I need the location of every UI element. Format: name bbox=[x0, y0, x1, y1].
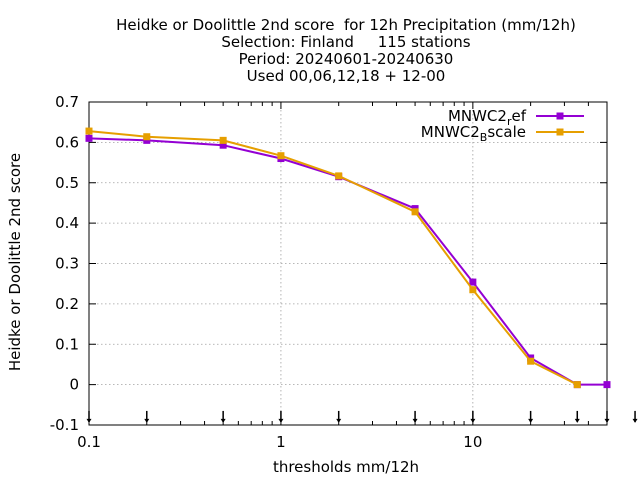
data-point bbox=[143, 133, 151, 141]
series-line bbox=[88, 130, 578, 386]
data-point bbox=[143, 136, 151, 144]
threshold-marker bbox=[632, 410, 638, 423]
threshold-markers bbox=[86, 410, 638, 423]
threshold-marker bbox=[604, 410, 610, 423]
legend-swatch-marker bbox=[556, 128, 564, 136]
y-tick-label: 0 bbox=[69, 376, 79, 394]
threshold-marker-head bbox=[528, 418, 534, 423]
data-point bbox=[219, 141, 227, 149]
y-tick-label: -0.1 bbox=[50, 416, 79, 434]
data-point bbox=[219, 136, 227, 144]
series-line bbox=[88, 137, 607, 386]
x-axis-label: thresholds mm/12h bbox=[273, 458, 419, 476]
data-point bbox=[85, 134, 93, 142]
grid bbox=[89, 102, 607, 425]
x-tick-label: 1 bbox=[276, 433, 286, 451]
threshold-marker bbox=[470, 410, 476, 423]
y-axis-label: Heidke or Doolittle 2nd score bbox=[6, 153, 24, 371]
legend-label: MNWC2ref bbox=[448, 107, 527, 128]
legend-label-main: MNWC2 bbox=[448, 107, 507, 125]
y-tick-label: 0.5 bbox=[55, 174, 79, 192]
legend-swatch-marker bbox=[556, 112, 564, 120]
axes: -0.1 0 0.1 0.2 0.3 0.4 0.5 0.6 0.7 0.1 1 10 bbox=[50, 93, 608, 451]
data-point bbox=[411, 208, 419, 216]
series-1 bbox=[85, 127, 581, 389]
series bbox=[85, 127, 611, 389]
data-point bbox=[277, 152, 285, 160]
legend-label-main: MNWC2 bbox=[421, 123, 480, 141]
threshold-marker bbox=[220, 410, 226, 423]
threshold-marker bbox=[412, 410, 418, 423]
threshold-marker bbox=[86, 410, 92, 423]
data-point bbox=[527, 357, 535, 365]
threshold-marker-head bbox=[412, 418, 418, 423]
title-line: Heidke or Doolittle 2nd score for 12h Pr… bbox=[116, 16, 576, 34]
threshold-marker-head bbox=[144, 418, 150, 423]
legend-label-rest: ef bbox=[511, 107, 526, 125]
chart-title: Heidke or Doolittle 2nd score for 12h Pr… bbox=[116, 16, 576, 85]
y-tick-label: 0.1 bbox=[55, 335, 79, 353]
threshold-marker bbox=[144, 410, 150, 423]
threshold-marker bbox=[278, 410, 284, 423]
title-line: Period: 20240601-20240630 bbox=[239, 50, 454, 68]
y-tick-label: 0.6 bbox=[55, 133, 79, 151]
data-point bbox=[469, 278, 477, 286]
legend-label-sub: r bbox=[507, 115, 512, 128]
y-tick-label: 0.7 bbox=[55, 93, 79, 111]
threshold-marker-head bbox=[632, 418, 638, 423]
x-tick-label: 10 bbox=[463, 433, 482, 451]
title-line: Selection: Finland 115 stations bbox=[221, 33, 470, 51]
threshold-marker-head bbox=[278, 418, 284, 423]
y-tick-label: 0.2 bbox=[55, 295, 79, 313]
y-tick-label: 0.3 bbox=[55, 255, 79, 273]
threshold-marker bbox=[528, 410, 534, 423]
data-point bbox=[335, 172, 343, 180]
legend-label-rest: scale bbox=[487, 123, 526, 141]
threshold-marker bbox=[574, 410, 580, 423]
threshold-marker-head bbox=[336, 418, 342, 423]
data-point bbox=[469, 286, 477, 294]
threshold-marker-head bbox=[604, 418, 610, 423]
threshold-marker-head bbox=[86, 418, 92, 423]
title-line: Used 00,06,12,18 + 12-00 bbox=[247, 67, 446, 85]
y-tick-label: 0.4 bbox=[55, 214, 79, 232]
legend-label-sub: B bbox=[480, 131, 488, 144]
threshold-marker bbox=[336, 410, 342, 423]
data-point bbox=[85, 127, 93, 135]
series-0 bbox=[85, 134, 611, 389]
threshold-marker-head bbox=[470, 418, 476, 423]
threshold-marker-head bbox=[220, 418, 226, 423]
threshold-marker-head bbox=[574, 418, 580, 423]
legend-label: MNWC2Bscale bbox=[421, 123, 526, 144]
x-tick-label: 0.1 bbox=[77, 433, 101, 451]
data-point bbox=[603, 381, 611, 389]
data-point bbox=[573, 381, 581, 389]
